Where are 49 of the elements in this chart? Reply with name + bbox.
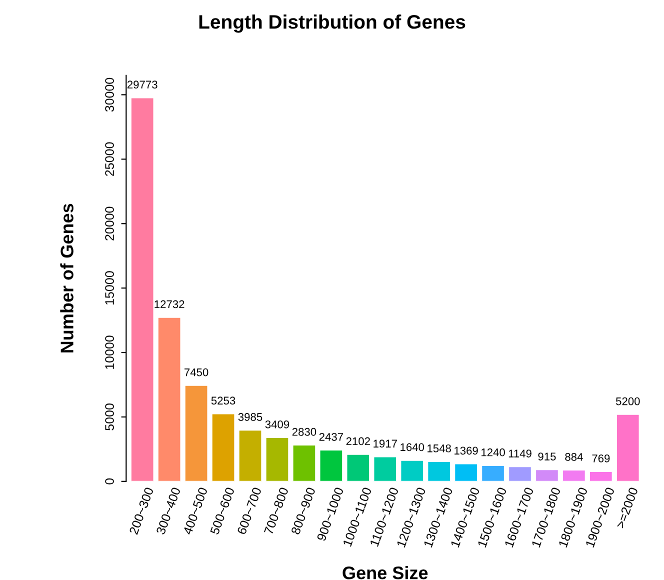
bar	[265, 436, 290, 482]
bar	[481, 464, 506, 482]
bar	[238, 429, 262, 482]
data-label: 769	[592, 454, 610, 462]
data-label: 3985	[238, 413, 262, 421]
bar	[346, 454, 370, 482]
y-tick-label: 20000	[105, 206, 114, 240]
data-label: 1369	[454, 446, 478, 455]
data-label: 5253	[211, 396, 236, 405]
y-tick-label: 15000	[105, 271, 114, 304]
bar	[292, 444, 316, 482]
y-tick-label: 5000	[105, 404, 114, 430]
data-label: 1917	[374, 440, 397, 448]
data-label: 1240	[482, 448, 505, 456]
data-label: 5200	[616, 397, 640, 406]
y-tick-label: 25000	[105, 142, 114, 176]
data-label: 2102	[346, 437, 370, 446]
bar	[157, 316, 182, 482]
data-label: 7450	[184, 368, 208, 376]
data-label: 12732	[154, 300, 184, 308]
bar	[562, 469, 586, 482]
bar	[373, 456, 398, 482]
data-label: 29773	[127, 80, 158, 89]
bar	[508, 466, 532, 482]
y-tick-label: 10000	[105, 336, 114, 369]
bar	[616, 414, 640, 482]
bar	[400, 460, 424, 482]
data-label: 1149	[508, 450, 532, 458]
data-label: 915	[538, 452, 556, 460]
bar	[534, 469, 559, 482]
bar	[211, 413, 236, 482]
x-tick-label: >=2000	[616, 486, 638, 529]
bar	[454, 463, 478, 482]
y-tick-label: 0	[105, 478, 114, 484]
bar	[184, 384, 208, 482]
chart-title: Length Distribution of Genes	[199, 14, 466, 33]
x-axis-title: Gene Size	[342, 566, 428, 580]
data-label: 2437	[319, 432, 343, 441]
data-label: 1548	[428, 444, 451, 452]
bar	[588, 470, 613, 482]
bar	[427, 460, 452, 482]
data-label: 1640	[400, 443, 424, 452]
bar	[130, 97, 154, 482]
data-label: 3409	[265, 420, 290, 428]
y-tick-label: 30000	[105, 78, 114, 112]
data-label: 2830	[292, 428, 316, 436]
data-label: 884	[565, 453, 583, 461]
bar	[319, 449, 344, 482]
y-axis-title: Number of Genes	[60, 204, 74, 352]
